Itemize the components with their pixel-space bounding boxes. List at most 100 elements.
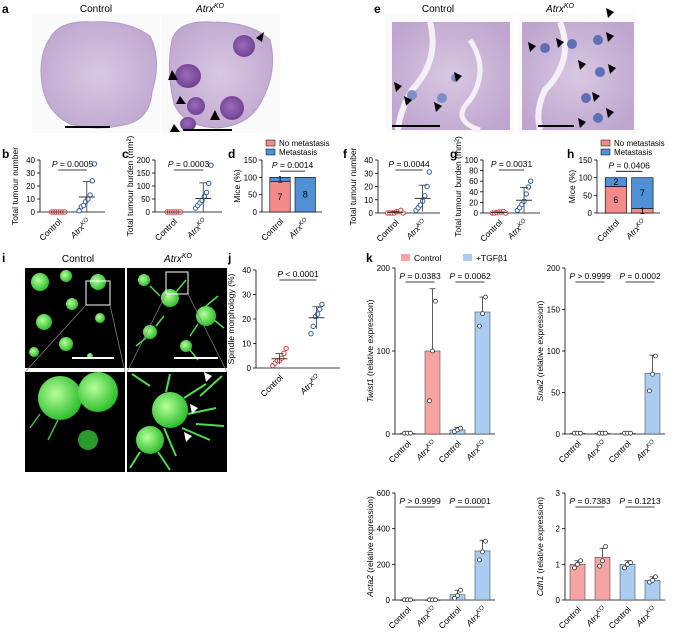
y-tick-label: 0 — [386, 430, 391, 439]
spindle-protrusions — [29, 413, 59, 441]
x-tick-label: Control — [436, 604, 463, 631]
panel-letter-c: c — [122, 147, 129, 161]
zoom-line — [24, 304, 87, 373]
tumour-nodule — [175, 64, 201, 88]
cell-cluster — [59, 337, 73, 351]
expression-bar — [644, 373, 661, 435]
y-tick-label: 150 — [547, 306, 561, 315]
data-point — [622, 565, 627, 571]
data-point — [317, 306, 323, 312]
y-tick-label: 150 — [579, 156, 593, 165]
y-axis-label: Cdh1 (relative expression) — [535, 497, 545, 596]
x-tick-label: Control — [386, 604, 413, 631]
x-tick-label: Control — [556, 604, 583, 631]
y-tick-label: 50 — [248, 191, 257, 200]
p-value: P = 0.0062 — [449, 271, 491, 281]
y-axis-label: Acta2 (relative expression) — [365, 496, 375, 598]
cell-cluster — [152, 392, 188, 428]
p-value: P = 0.0044 — [388, 159, 430, 169]
y-tick-label: 20 — [469, 198, 478, 207]
cell-cluster — [136, 426, 164, 454]
arrowhead-icon — [608, 64, 616, 74]
tissue-gap — [395, 21, 436, 131]
cell-cluster — [31, 273, 49, 291]
y-tick-label: 200 — [137, 156, 151, 165]
data-point — [502, 210, 509, 216]
data-point — [458, 587, 463, 593]
zoom-line — [126, 293, 167, 373]
y-tick-label: 0 — [386, 596, 391, 605]
p-value: P = 0.7383 — [569, 496, 611, 506]
y-tick-label: 20 — [364, 183, 373, 192]
panel-a-label-control: Control — [80, 4, 112, 15]
y-tick-label: 0 — [556, 430, 561, 439]
cell-cluster — [66, 298, 78, 310]
legend-swatch — [600, 148, 611, 156]
arrowhead-icon — [592, 92, 600, 102]
cell-cluster — [138, 274, 150, 286]
y-tick-label: 200 — [547, 264, 561, 273]
arrowhead-icon — [210, 110, 220, 120]
panel-e-label-ko: AtrxKO — [545, 3, 574, 15]
x-tick-label: AtrxKO — [623, 217, 648, 242]
p-value: P < 0.0001 — [277, 269, 319, 279]
arrowhead-icon — [454, 72, 462, 82]
y-tick-label: 100 — [579, 174, 593, 183]
cell-cluster — [60, 270, 72, 282]
panel-e: e Control AtrxKO — [374, 2, 636, 133]
data-point — [523, 191, 529, 197]
y-tick-label: 400 — [377, 525, 391, 534]
data-point — [426, 169, 432, 175]
x-tick-label: AtrxKO — [505, 217, 530, 242]
data-point — [477, 323, 482, 329]
spindle-protrusions — [129, 373, 225, 471]
arrowhead-icon — [578, 60, 586, 70]
data-point — [408, 430, 413, 436]
y-tick-label: 10 — [26, 195, 35, 204]
arrowhead-icon — [190, 404, 198, 414]
data-point — [527, 178, 534, 184]
tumour-nodule — [187, 97, 205, 115]
p-value: P = 0.0002 — [619, 271, 661, 281]
data-point — [650, 577, 655, 583]
legend-label: No metastasis — [614, 139, 665, 148]
x-tick-label: AtrxKO — [68, 216, 93, 241]
tissue-section-control — [40, 21, 157, 129]
y-tick-label: 200 — [377, 264, 391, 273]
tumour-focus — [540, 43, 550, 53]
legend-label: Metastasis — [279, 148, 317, 157]
data-point — [603, 430, 608, 436]
x-tick-label: Control — [436, 438, 463, 465]
x-tick-label: Control — [153, 216, 180, 243]
arrowhead-icon — [394, 82, 402, 92]
y-tick-label: 0 — [247, 364, 252, 373]
spindle-protrusions — [135, 279, 225, 361]
bar-metastasis — [269, 177, 291, 182]
cell-cluster — [29, 347, 39, 357]
y-tick-label: 0 — [146, 208, 151, 217]
cell-cluster — [38, 376, 82, 420]
cell-cluster — [78, 430, 98, 450]
zoom-box — [85, 280, 111, 306]
data-point — [578, 558, 583, 564]
panel-letter-g: g — [450, 147, 457, 161]
legend-label: +TGFβ1 — [476, 253, 508, 263]
x-tick-label: Control — [386, 438, 413, 465]
data-point — [206, 180, 212, 187]
data-point — [572, 565, 577, 571]
p-value: P = 0.0014 — [272, 160, 314, 170]
data-point — [452, 595, 457, 601]
x-tick-label: Control — [606, 604, 633, 631]
data-point — [76, 208, 82, 214]
y-tick-label: 10 — [242, 340, 251, 349]
bar-metastasis — [604, 177, 627, 187]
bar-count-label: 1 — [640, 206, 645, 216]
arrowhead-icon — [578, 118, 586, 128]
data-point — [578, 430, 583, 436]
y-tick-label: 0 — [588, 209, 593, 218]
legend-swatch — [463, 254, 472, 261]
y-tick-label: 1 — [556, 560, 561, 569]
panel-letter-i: i — [2, 251, 5, 265]
p-value: P = 0.0383 — [399, 271, 441, 281]
